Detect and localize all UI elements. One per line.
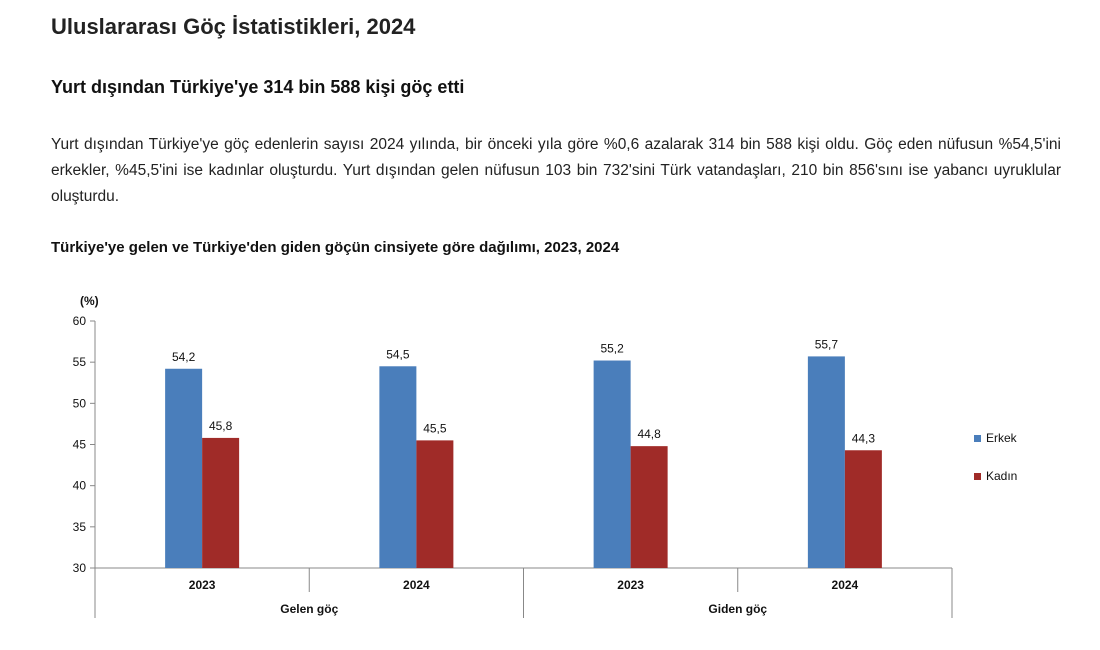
bar-kadın — [416, 440, 454, 568]
bar-chart: (%) 30 35 40 45 50 55 60 54,2 45,8 2023 54,5 45,5 202… — [73, 294, 1018, 618]
category-label: 2024 — [832, 578, 859, 592]
bar-erkek — [593, 360, 631, 568]
category-label: 2024 — [403, 578, 430, 592]
bar-erkek — [807, 356, 845, 568]
y-tick-label: 55 — [73, 355, 87, 369]
bar-value-label: 54,2 — [172, 350, 196, 364]
body-paragraph: Yurt dışından Türkiye'ye göç edenlerin s… — [51, 136, 1061, 205]
group-label: Gelen göç — [280, 602, 338, 616]
y-tick-label: 50 — [73, 396, 87, 410]
bar-value-label: 44,3 — [852, 431, 876, 445]
y-tick-label: 60 — [73, 314, 87, 328]
y-tick-label: 35 — [73, 520, 87, 534]
bar-value-label: 44,8 — [637, 427, 661, 441]
bar-value-label: 45,8 — [209, 419, 233, 433]
legend-swatch-erkek — [974, 435, 981, 442]
group-label: Giden göç — [708, 602, 767, 616]
y-tick-label: 30 — [73, 561, 87, 575]
bar-value-label: 54,5 — [386, 347, 410, 361]
chart-title: Türkiye'ye gelen ve Türkiye'den giden gö… — [51, 239, 620, 256]
bar-kadın — [844, 450, 882, 568]
y-axis-unit-label: (%) — [80, 294, 99, 308]
headline: Yurt dışından Türkiye'ye 314 bin 588 kiş… — [51, 77, 465, 97]
bar-erkek — [165, 368, 203, 568]
legend-label-kadın: Kadın — [986, 469, 1017, 483]
bar-kadın — [630, 446, 668, 568]
bar-value-label: 55,7 — [815, 337, 839, 351]
category-label: 2023 — [617, 578, 644, 592]
y-tick-label: 40 — [73, 479, 87, 493]
bar-erkek — [379, 366, 417, 568]
legend-swatch-kadın — [974, 473, 981, 480]
category-label: 2023 — [189, 578, 216, 592]
bar-value-label: 55,2 — [600, 342, 624, 356]
legend-label-erkek: Erkek — [986, 431, 1018, 445]
bar-kadın — [202, 437, 240, 568]
bar-value-label: 45,5 — [423, 421, 447, 435]
page-title: Uluslararası Göç İstatistikleri, 2024 — [51, 14, 416, 39]
y-tick-label: 45 — [73, 438, 87, 452]
